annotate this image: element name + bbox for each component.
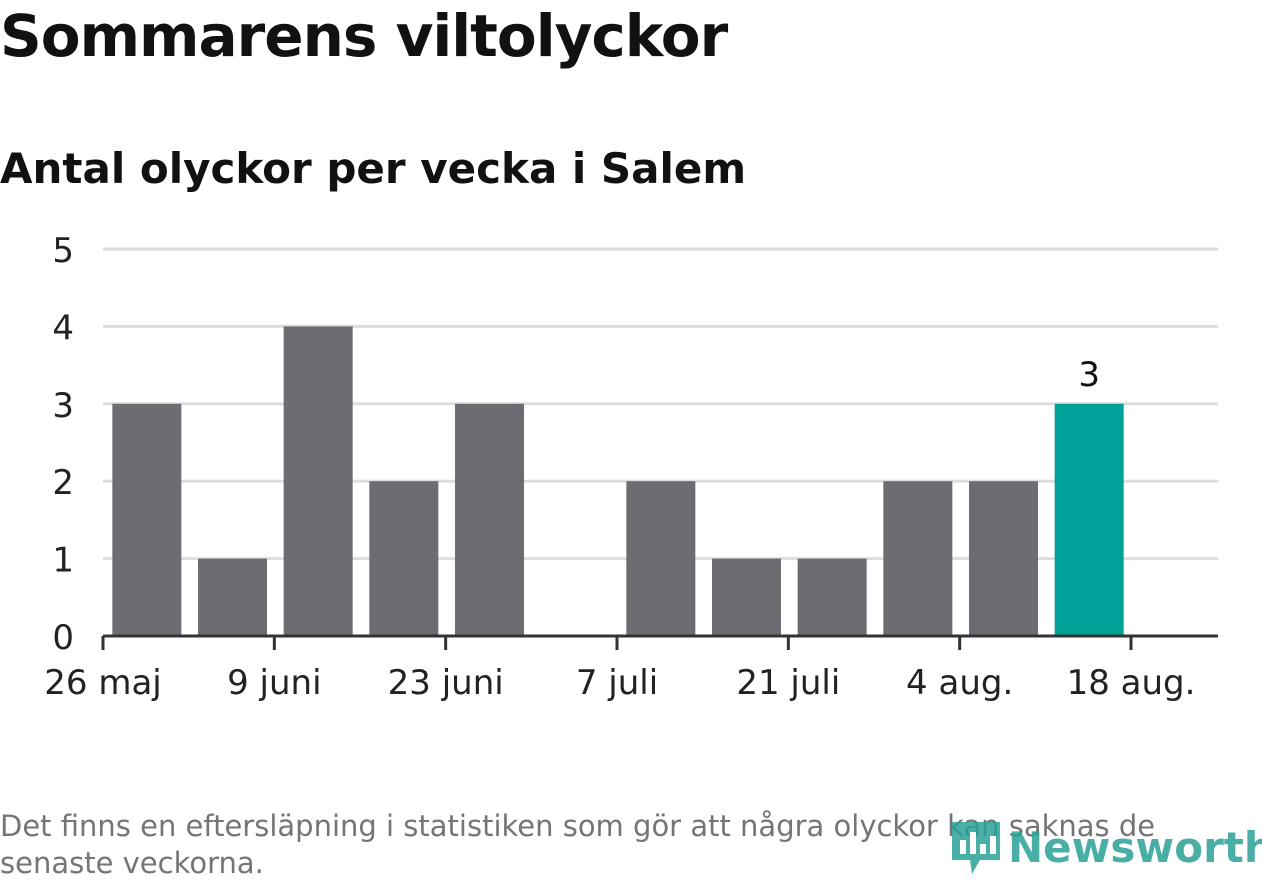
- y-tick-label: 3: [52, 386, 74, 426]
- bar: [198, 558, 267, 636]
- x-tick-label: 4 aug.: [906, 663, 1013, 703]
- x-tick-label: 7 juli: [576, 663, 658, 703]
- y-tick-label: 5: [52, 231, 74, 271]
- x-tick-label: 26 maj: [44, 663, 161, 703]
- x-tick-label: 23 juni: [388, 663, 504, 703]
- x-tick-label: 18 aug.: [1067, 663, 1196, 703]
- newsworthy-logo: Newsworthy: [950, 818, 1262, 876]
- x-tick-label: 21 juli: [736, 663, 840, 703]
- bar: [883, 481, 953, 636]
- bar: [455, 403, 524, 636]
- y-tick-label: 2: [52, 463, 74, 503]
- y-tick-label: 4: [52, 308, 74, 348]
- bar: [712, 558, 781, 636]
- bar: [112, 403, 182, 636]
- bar-chart: 0 1 2 3 4 5 3 26 maj 9 juni 23 juni 7 juli 21 juli 4…: [44, 231, 1218, 703]
- bar: [283, 326, 353, 636]
- bar: [369, 481, 439, 636]
- chart-title: Sommarens viltolyckor: [0, 2, 728, 70]
- bar: [1054, 403, 1124, 636]
- bar: [969, 481, 1038, 636]
- y-tick-label: 1: [52, 541, 74, 581]
- y-tick-label: 0: [52, 618, 74, 658]
- x-tick-label: 9 juni: [227, 663, 321, 703]
- newsworthy-logo-icon: [952, 822, 1000, 874]
- bar: [626, 481, 696, 636]
- chart-subtitle: Antal olyckor per vecka i Salem: [0, 144, 747, 193]
- newsworthy-logo-text: Newsworthy: [1008, 822, 1262, 872]
- bar: [797, 558, 867, 636]
- data-label: 3: [1078, 355, 1100, 395]
